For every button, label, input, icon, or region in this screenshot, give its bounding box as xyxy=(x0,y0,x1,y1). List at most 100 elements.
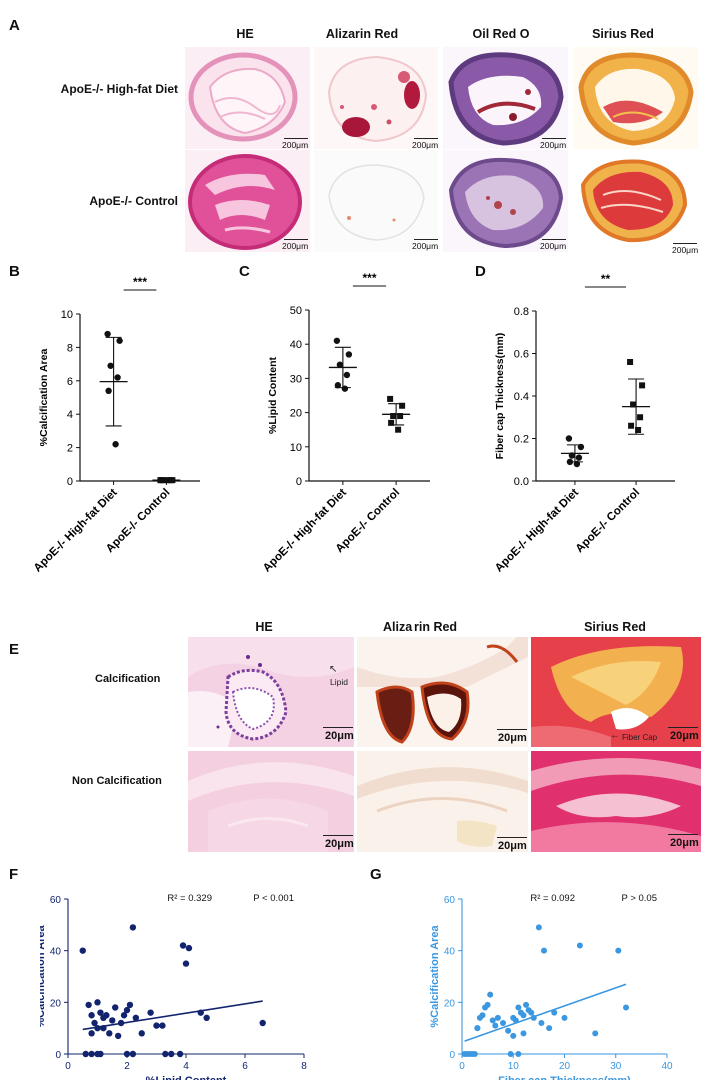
fiber-cap-annotation: Fiber Cap xyxy=(622,733,658,742)
y-tick-label: 0.2 xyxy=(514,434,529,446)
data-point xyxy=(520,1012,527,1019)
data-point xyxy=(109,1017,116,1024)
data-point xyxy=(334,382,342,389)
scale-bar xyxy=(414,239,438,240)
y-tick-label: 20 xyxy=(290,408,302,420)
column-header-alizarin-red: Alizarin Red xyxy=(325,27,399,41)
data-point xyxy=(112,441,119,448)
data-point xyxy=(112,1004,119,1011)
y-axis-label: %Lipid Content xyxy=(267,357,279,434)
panel-label-a: A xyxy=(9,17,20,34)
x-tick-label: ApoE-/- High-fat Diet xyxy=(32,487,120,575)
data-point xyxy=(88,1050,95,1058)
data-point xyxy=(105,387,112,395)
data-point xyxy=(203,1014,210,1022)
data-point xyxy=(528,1009,535,1016)
x-tick-label: 0 xyxy=(65,1061,71,1072)
data-point xyxy=(129,1050,137,1058)
scale-bar xyxy=(542,138,566,139)
data-point xyxy=(345,351,353,358)
scale-label: 20μm xyxy=(325,730,354,742)
x-tick-label: 0 xyxy=(459,1061,465,1072)
y-axis-label: %Calcification Area xyxy=(38,349,50,447)
image-sirius-control xyxy=(573,150,698,252)
image-he-control xyxy=(185,150,310,252)
column-header-he: HE xyxy=(255,620,273,634)
data-point xyxy=(153,1022,160,1029)
y-tick-label: 0.8 xyxy=(514,306,529,318)
x-tick-label: 6 xyxy=(242,1061,248,1072)
data-point xyxy=(538,1020,545,1026)
data-point xyxy=(623,1004,629,1011)
y-tick-label: 0 xyxy=(55,1050,61,1061)
data-point xyxy=(103,1012,110,1019)
data-point xyxy=(176,1050,184,1058)
scale-label: 200μm xyxy=(540,241,567,251)
data-point xyxy=(123,1050,131,1058)
data-point xyxy=(637,414,644,421)
data-point xyxy=(97,1009,104,1016)
image-alizarin-high-fat xyxy=(314,47,438,149)
scale-bar xyxy=(284,138,308,139)
y-tick-label: 2 xyxy=(67,443,73,455)
scale-label: 20μm xyxy=(670,837,699,849)
y-tick-label: 0.6 xyxy=(514,349,529,361)
scale-label: 200μm xyxy=(540,140,567,150)
y-tick-label: 10 xyxy=(61,309,73,321)
data-point xyxy=(510,1032,517,1039)
data-point xyxy=(88,1012,95,1019)
significance-label: ** xyxy=(601,272,611,286)
image-he-non-calcification xyxy=(188,751,354,852)
data-point xyxy=(179,942,187,949)
data-point xyxy=(147,1009,154,1016)
r-squared-label: R² = 0.092 xyxy=(530,893,575,904)
image-he-high-fat xyxy=(185,47,310,149)
scale-bar xyxy=(323,727,353,728)
data-point xyxy=(114,1032,122,1040)
image-oilred-control xyxy=(443,150,568,252)
panel-label-f: F xyxy=(9,866,19,883)
data-point xyxy=(82,1050,89,1058)
data-point xyxy=(639,382,646,389)
data-point xyxy=(575,454,583,461)
data-point xyxy=(138,1030,145,1037)
scale-label: 20μm xyxy=(498,840,527,852)
data-point xyxy=(85,1001,92,1009)
column-header-oil-red-o: Oil Red O xyxy=(472,27,530,41)
row-header-non-calcification: Non Calcification xyxy=(72,775,162,787)
scale-label: 200μm xyxy=(412,241,439,251)
scale-bar xyxy=(284,239,308,240)
data-point xyxy=(505,1027,512,1034)
data-point xyxy=(630,401,637,408)
column-header-he: HE xyxy=(236,27,254,41)
scale-label: 200μm xyxy=(282,241,309,251)
y-tick-label: 40 xyxy=(444,947,456,958)
data-point xyxy=(507,1051,514,1057)
image-sirius-high-fat xyxy=(573,47,698,149)
scale-bar xyxy=(668,834,698,835)
y-tick-label: 0.4 xyxy=(514,391,529,403)
x-tick-label: 4 xyxy=(183,1061,189,1072)
x-tick-label: 8 xyxy=(301,1061,307,1072)
y-tick-label: 20 xyxy=(444,998,456,1009)
data-point xyxy=(628,422,635,429)
image-oilred-high-fat xyxy=(443,47,568,149)
data-point xyxy=(159,1022,166,1029)
x-tick-label: ApoE-/- High-fat Diet xyxy=(261,487,349,575)
data-point xyxy=(94,999,101,1006)
row-header-calcification: Calcification xyxy=(95,673,161,685)
data-point xyxy=(500,1020,506,1026)
x-axis-label: Fiber cap Thickness(mm) xyxy=(498,1075,631,1080)
r-squared-label: R² = 0.329 xyxy=(167,893,212,904)
panel-label-d: D xyxy=(475,263,486,280)
y-axis-label: Fiber cap Thickness(mm) xyxy=(494,333,506,460)
data-point xyxy=(397,413,404,420)
chart-fibercap-vs-calcification: 0 10 20 30 40 0 20 40 60 Fiber cap Thickness(mm)%… xyxy=(429,893,673,1080)
scale-bar xyxy=(673,243,697,244)
chart-calcification-area: 0 2 4 6 8 10 %Calcification Area ApoE-/- High-f… xyxy=(32,275,200,575)
scale-label: 200μm xyxy=(282,140,309,150)
row-header-control: ApoE-/- Control xyxy=(89,194,178,208)
data-point xyxy=(132,1014,140,1022)
data-point xyxy=(492,1022,499,1029)
scale-bar xyxy=(668,727,698,728)
